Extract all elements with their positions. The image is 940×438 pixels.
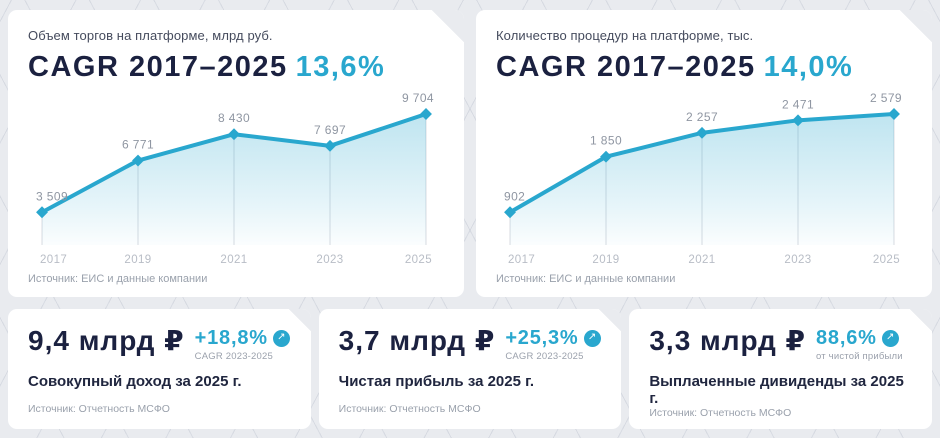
svg-text:9 704: 9 704 (402, 91, 434, 105)
kpi-source: Источник: Отчетность МСФО (649, 407, 792, 419)
kpi-row: 9,4 млрд ₽ +18,8% ↗ CAGR 2023-2025 Совок… (8, 309, 933, 429)
kpi-description: Совокупный доход за 2025 г. (28, 373, 242, 390)
kpi-value: 3,3 млрд ₽ (649, 325, 806, 356)
kpi-description: Чистая прибыль за 2025 г. (338, 373, 535, 390)
svg-text:2025: 2025 (405, 254, 432, 266)
kpi-source: Источник: Отчетность МСФО (338, 403, 481, 415)
trade-volume-area-chart: 3 509 6 771 8 430 7 697 9 704 2017 2019 2021 202… (28, 86, 444, 269)
kpi-percent-note: от чистой прибыли (816, 351, 903, 362)
kpi-percent: +25,3% (505, 327, 579, 349)
kpi-card-net-profit: 3,7 млрд ₽ +25,3% ↗ CAGR 2023-2025 Чиста… (318, 309, 622, 429)
cagr-label: CAGR 2017–2025 (496, 51, 756, 83)
svg-text:2021: 2021 (220, 254, 247, 266)
svg-text:2019: 2019 (124, 254, 151, 266)
kpi-value: 3,7 млрд ₽ (338, 325, 496, 356)
svg-text:6 771: 6 771 (122, 138, 154, 152)
svg-text:902: 902 (504, 189, 525, 203)
chart-source: Источник: ЕИС и данные компании (28, 273, 208, 285)
kpi-description: Выплаченные дивиденды за 2025 г. (649, 373, 904, 407)
chart-source: Источник: ЕИС и данные компании (496, 273, 676, 285)
kpi-source: Источник: Отчетность МСФО (28, 403, 170, 415)
svg-text:8 430: 8 430 (218, 111, 250, 125)
kpi-percent: +18,8% (194, 327, 268, 349)
kpi-delta: +18,8% ↗ CAGR 2023-2025 (195, 327, 290, 362)
chart-card-procedures-count: Количество процедур на платформе, тыс. C… (476, 10, 932, 297)
kpi-top: 3,3 млрд ₽ 88,6% ↗ от чистой прибыли (649, 325, 912, 363)
kpi-delta: +25,3% ↗ CAGR 2023-2025 (505, 327, 601, 362)
svg-text:2021: 2021 (688, 254, 715, 266)
kpi-percent: 88,6% (816, 327, 877, 349)
charts-row: Объем торгов на платформе, млрд руб. CAG… (8, 10, 932, 297)
svg-text:2019: 2019 (592, 254, 619, 266)
procedures-area-chart: 902 1 850 2 257 2 471 2 579 2017 2019 2021 2023 2… (496, 86, 912, 269)
kpi-top: 3,7 млрд ₽ +25,3% ↗ CAGR 2023-2025 (339, 326, 602, 362)
arrow-up-right-icon[interactable]: ↗ (881, 329, 899, 347)
cagr-heading: CAGR 2017–2025 14,0% (496, 50, 912, 84)
svg-text:2 257: 2 257 (686, 110, 718, 124)
svg-text:2023: 2023 (784, 254, 811, 266)
svg-text:2017: 2017 (508, 254, 535, 266)
svg-text:3 509: 3 509 (36, 189, 68, 203)
svg-text:2 471: 2 471 (782, 97, 814, 111)
cagr-label: CAGR 2017–2025 (28, 51, 288, 83)
arrow-up-right-icon[interactable]: ↗ (583, 329, 601, 347)
svg-text:2023: 2023 (316, 254, 343, 266)
cagr-heading: CAGR 2017–2025 13,6% (28, 50, 444, 84)
svg-text:1 850: 1 850 (590, 134, 622, 148)
kpi-value: 9,4 млрд ₽ (28, 325, 185, 356)
cagr-value: 13,6% (295, 51, 386, 83)
svg-text:2025: 2025 (873, 254, 900, 266)
kpi-card-dividends: 3,3 млрд ₽ 88,6% ↗ от чистой прибыли Вып… (629, 309, 933, 429)
svg-text:2 579: 2 579 (870, 91, 902, 105)
chart-title: Количество процедур на платформе, тыс. (496, 28, 754, 43)
kpi-delta: 88,6% ↗ от чистой прибыли (816, 327, 903, 362)
chart-card-trade-volume: Объем торгов на платформе, млрд руб. CAG… (8, 10, 464, 297)
kpi-card-total-income: 9,4 млрд ₽ +18,8% ↗ CAGR 2023-2025 Совок… (8, 309, 311, 429)
kpi-top: 9,4 млрд ₽ +18,8% ↗ CAGR 2023-2025 (28, 326, 291, 362)
kpi-percent-note: CAGR 2023-2025 (505, 351, 584, 362)
arrow-up-right-icon[interactable]: ↗ (272, 329, 290, 347)
svg-text:2017: 2017 (40, 254, 67, 266)
kpi-percent-note: CAGR 2023-2025 (194, 351, 273, 362)
svg-text:7 697: 7 697 (314, 123, 346, 137)
cagr-value: 14,0% (763, 51, 854, 83)
chart-title: Объем торгов на платформе, млрд руб. (28, 28, 273, 43)
